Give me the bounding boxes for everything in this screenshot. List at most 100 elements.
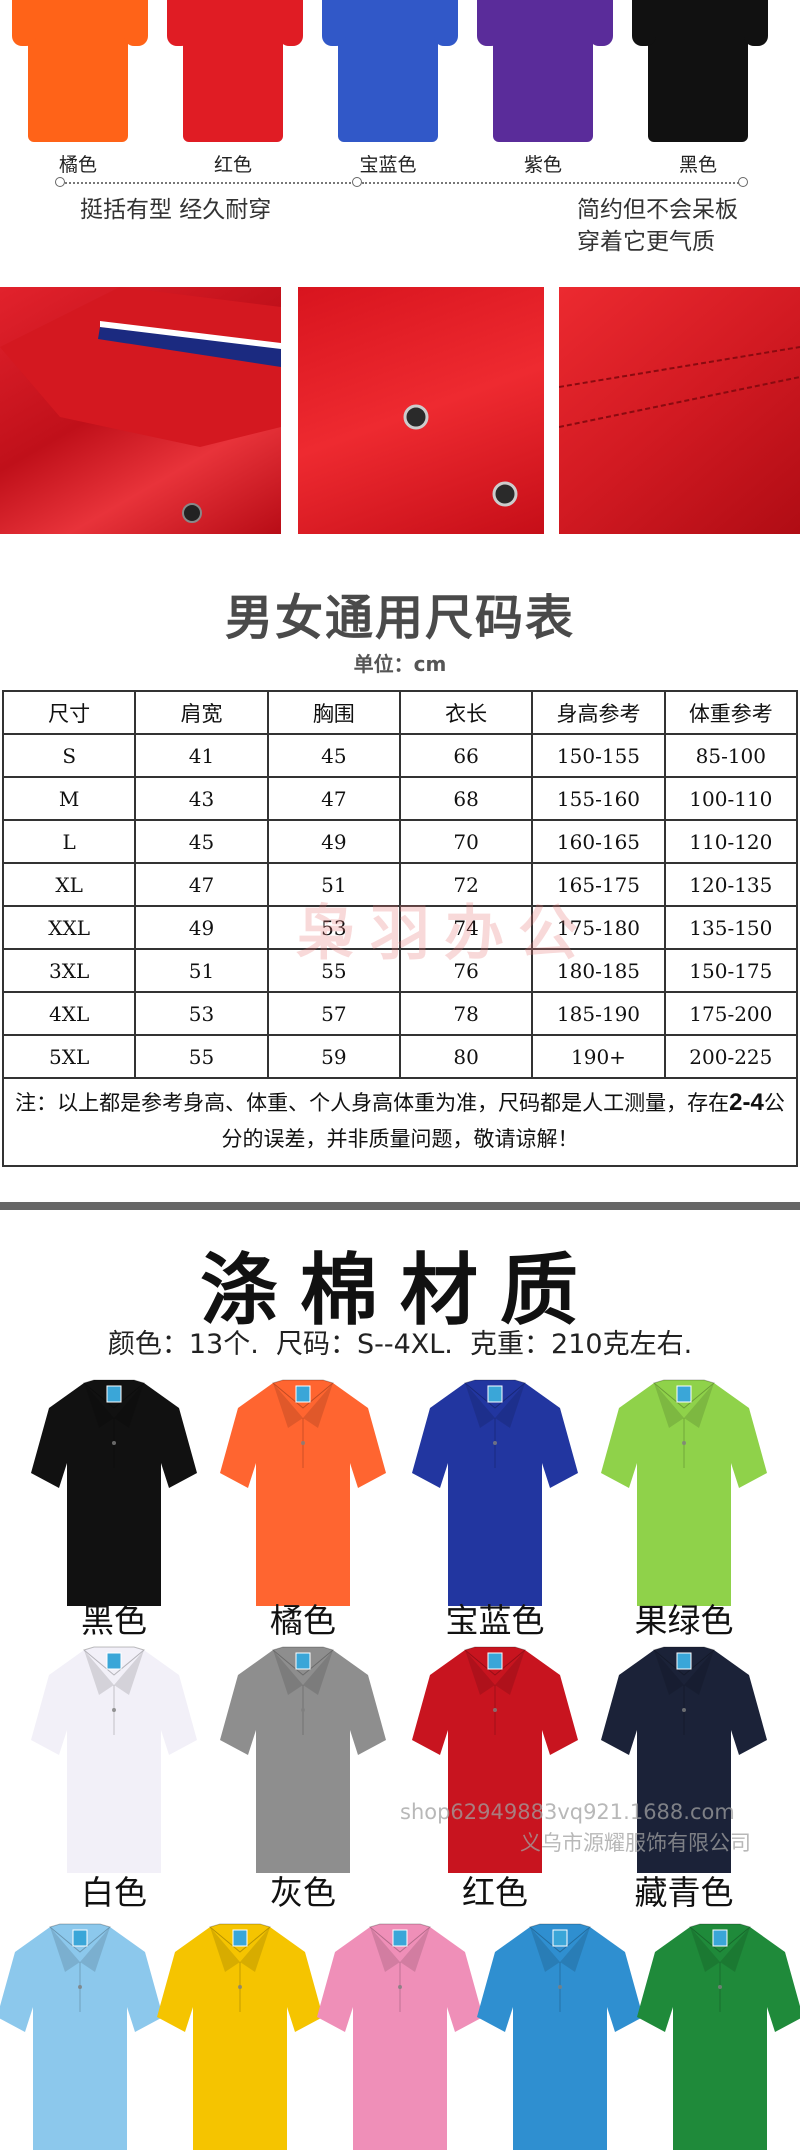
table-cell: 43 xyxy=(134,776,269,821)
color-label: 橘色 xyxy=(58,154,97,176)
sleeve xyxy=(167,0,191,46)
table-cell: 45 xyxy=(134,819,269,864)
shirt-color-label: 灰色 xyxy=(270,1873,336,1912)
table-cell: 150-155 xyxy=(531,733,666,778)
note-text: 公分的误差，并非质量问题，敬请谅解！ xyxy=(221,1091,785,1151)
table-cell: 41 xyxy=(134,733,269,778)
table-header: 尺寸 肩宽 胸围 衣长 身高参考 体重参考 xyxy=(1,690,799,735)
table-cell: 59 xyxy=(266,1034,401,1079)
table-cell: 51 xyxy=(266,862,401,907)
color-label: 黑色 xyxy=(678,154,717,176)
table-cell: 76 xyxy=(398,948,534,993)
table-cell: 49 xyxy=(134,905,269,950)
table-cell: M xyxy=(1,776,137,821)
dotted-divider xyxy=(362,182,742,184)
table-cell: 49 xyxy=(266,819,401,864)
company-watermark: 义乌市源耀服饰有限公司 xyxy=(520,1831,751,1855)
header-cell: 尺寸 xyxy=(1,690,137,735)
table-cell: 66 xyxy=(398,733,534,778)
table-cell: 45 xyxy=(266,733,401,778)
shirt-color-label: 橘色 xyxy=(270,1601,336,1640)
table-cell: 68 xyxy=(398,776,534,821)
table-row: 4XL 53 57 78 185-190 175-200 xyxy=(1,991,799,1036)
shirt-color-label: 白色 xyxy=(81,1873,147,1912)
shirt-color-label: 黑色 xyxy=(81,1601,147,1640)
shop-watermark: shop62949883vq921.1688.com xyxy=(400,1800,735,1824)
table-cell: S xyxy=(1,733,137,778)
table-cell: 155-160 xyxy=(531,776,666,821)
polo-shirt-partial xyxy=(637,1923,800,2150)
table-cell: 55 xyxy=(266,948,401,993)
table-cell: 135-150 xyxy=(663,905,799,950)
table-cell: 4XL xyxy=(1,991,137,1036)
table-cell: L xyxy=(1,819,137,864)
table-cell: 78 xyxy=(398,991,534,1036)
slogan-left: 挺括有型 经久耐穿 xyxy=(80,197,272,223)
table-row: XL 47 51 72 165-175 120-135 xyxy=(1,862,799,907)
button-detail-photo xyxy=(298,287,544,534)
color-label: 红色 xyxy=(213,154,252,176)
table-row: 3XL 51 55 76 180-185 150-175 xyxy=(1,948,799,993)
table-cell: 47 xyxy=(134,862,269,907)
sleeve xyxy=(279,0,303,46)
table-cell: 200-225 xyxy=(663,1034,799,1079)
table-cell: 47 xyxy=(266,776,401,821)
divider-node xyxy=(738,177,748,187)
table-cell: 120-135 xyxy=(663,862,799,907)
table-cell: 190+ xyxy=(531,1034,666,1079)
slogan-right-2: 穿着它更气质 xyxy=(577,229,715,255)
shirt-color-label: 藏青色 xyxy=(634,1873,734,1912)
shirt-color-label: 宝蓝色 xyxy=(445,1601,545,1640)
table-cell: 150-175 xyxy=(663,948,799,993)
note-text: 注：以上都是参考身高、体重、个人身高体重为准，尺码都是人工测量，存在 xyxy=(15,1091,730,1115)
sleeve xyxy=(744,0,768,46)
color-shirt-3 xyxy=(477,0,613,142)
sleeve xyxy=(322,0,346,46)
table-row: S 41 45 66 150-155 85-100 xyxy=(1,733,799,778)
polo-shirt-partial xyxy=(317,1923,483,2150)
table-cell: 180-185 xyxy=(531,948,666,993)
polo-shirt-3 xyxy=(601,1379,767,1606)
table-cell: 70 xyxy=(398,819,534,864)
table-row: XXL 49 53 74 175-180 135-150 xyxy=(1,905,799,950)
polo-shirt-4 xyxy=(31,1646,197,1873)
table-row: L 45 49 70 160-165 110-120 xyxy=(1,819,799,864)
polo-shirt-5 xyxy=(220,1646,386,1873)
divider-node xyxy=(55,177,65,187)
sleeve xyxy=(434,0,458,46)
shirt-color-label: 红色 xyxy=(462,1873,528,1912)
header-cell: 胸围 xyxy=(266,690,401,735)
header-cell: 衣长 xyxy=(398,690,534,735)
polo-shirt-0 xyxy=(31,1379,197,1606)
polo-shirt-6 xyxy=(412,1646,578,1873)
size-chart-title: 男女通用尺码表 xyxy=(224,590,575,646)
collar-detail-photo xyxy=(0,287,281,534)
table-cell: 51 xyxy=(134,948,269,993)
polo-shirt-7 xyxy=(601,1646,767,1873)
sleeve xyxy=(477,0,501,46)
color-shirt-4 xyxy=(632,0,768,142)
material-title: 涤棉材质 xyxy=(199,1246,600,1336)
table-cell: 72 xyxy=(398,862,534,907)
header-cell: 体重参考 xyxy=(663,690,799,735)
size-chart-note: 注：以上都是参考身高、体重、个人身高体重为准，尺码都是人工测量，存在2-4公分的… xyxy=(2,1077,798,1167)
table-row: M 43 47 68 155-160 100-110 xyxy=(1,776,799,821)
sleeve xyxy=(12,0,36,46)
divider-node xyxy=(352,177,362,187)
shirt-color-label: 果绿色 xyxy=(634,1601,734,1640)
header-cell: 肩宽 xyxy=(134,690,269,735)
section-divider xyxy=(0,1202,800,1210)
note-tolerance: 2-4 xyxy=(729,1089,764,1116)
table-cell: 165-175 xyxy=(531,862,666,907)
material-spec: 颜色：13个. 尺码：S--4XL. 克重：210克左右. xyxy=(107,1329,693,1360)
table-cell: 55 xyxy=(134,1034,269,1079)
color-shirt-0 xyxy=(12,0,148,142)
table-cell: 185-190 xyxy=(531,991,666,1036)
header-cell: 身高参考 xyxy=(531,690,666,735)
table-cell: 53 xyxy=(134,991,269,1036)
slogan-right-1: 简约但不会呆板 xyxy=(577,197,738,223)
color-shirt-1 xyxy=(167,0,303,142)
table-cell: XL xyxy=(1,862,137,907)
polo-shirt-partial xyxy=(477,1923,643,2150)
polo-shirt-1 xyxy=(220,1379,386,1606)
